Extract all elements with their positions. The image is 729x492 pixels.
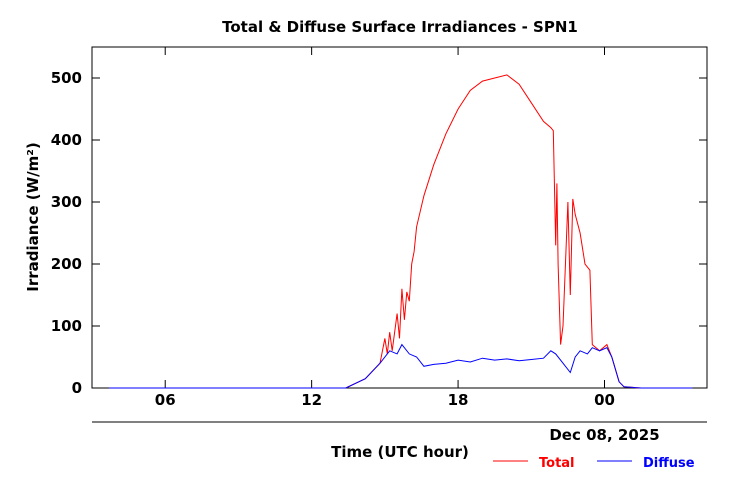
y-axis-label: Irradiance (W/m²) [24,142,42,291]
legend-label: Total [539,456,575,471]
legend-label: Diffuse [643,456,695,471]
x-tick-label: 06 [155,391,176,409]
y-tick-label: 100 [51,317,82,335]
x-tick-label: 12 [301,391,322,409]
series-line [109,343,693,389]
plot-frame [91,46,708,389]
y-tick-label: 300 [51,193,82,211]
y-tick-label: 500 [51,69,82,87]
y-tick-label: 400 [51,131,82,149]
chart-title: Total & Diffuse Surface Irradiances - SP… [222,18,578,36]
series-line [109,74,693,389]
date-label: Dec 08, 2025 [549,426,659,444]
x-axis-label: Time (UTC hour) [331,443,469,461]
y-tick-label: 0 [72,379,82,397]
y-tick-label: 200 [51,255,82,273]
x-tick-label: 00 [594,391,615,409]
x-tick-label: 18 [448,391,469,409]
